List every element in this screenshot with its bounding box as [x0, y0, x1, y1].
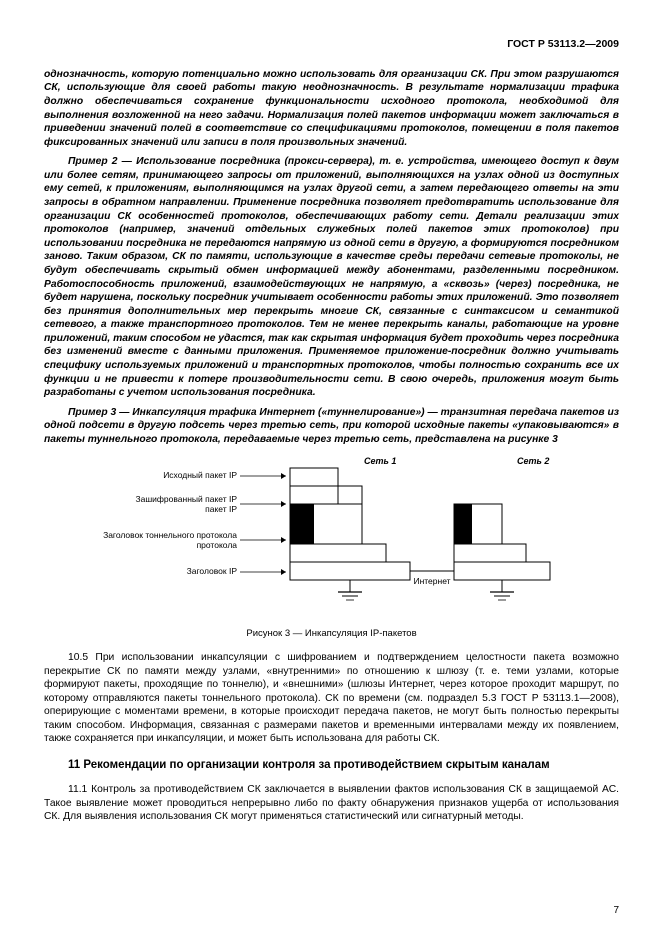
document-identifier: ГОСТ Р 53113.2—2009 — [44, 38, 619, 52]
example-2: Пример 2 — Использование посредника (про… — [44, 155, 619, 399]
page-number: 7 — [613, 904, 619, 917]
section-11-heading: 11 Рекомендации по организации контроля … — [44, 758, 619, 773]
svg-text:Интернет: Интернет — [413, 576, 450, 586]
example-3: Пример 3 — Инкапсуляция трафика Интернет… — [44, 406, 619, 447]
svg-text:Сеть 2: Сеть 2 — [517, 456, 549, 466]
paragraph-11-1: 11.1 Контроль за противодействием СК зак… — [44, 783, 619, 824]
figure-3-caption: Рисунок 3 — Инкапсуляция IP-пакетов — [44, 628, 619, 641]
svg-text:Исходный пакет IP: Исходный пакет IP — [163, 470, 237, 480]
svg-text:пакет IP: пакет IP — [205, 504, 237, 514]
svg-text:Зашифрованный пакет IP: Зашифрованный пакет IP — [135, 494, 237, 504]
figure-3: Исходный пакет IP Зашифрованный пакет IP… — [44, 454, 619, 641]
paragraph-10-5: 10.5 При использовании инкапсуляции с ши… — [44, 651, 619, 746]
svg-text:Заголовок IP: Заголовок IP — [186, 566, 237, 576]
paragraph-cont: однозначность, которую потенциально можн… — [44, 68, 619, 149]
svg-text:Заголовок тоннельного протокол: Заголовок тоннельного протокола — [103, 530, 237, 540]
svg-text:Сеть 1: Сеть 1 — [364, 456, 396, 466]
svg-text:протокола: протокола — [196, 540, 237, 550]
document-page: ГОСТ Р 53113.2—2009 однозначность, котор… — [0, 0, 661, 935]
